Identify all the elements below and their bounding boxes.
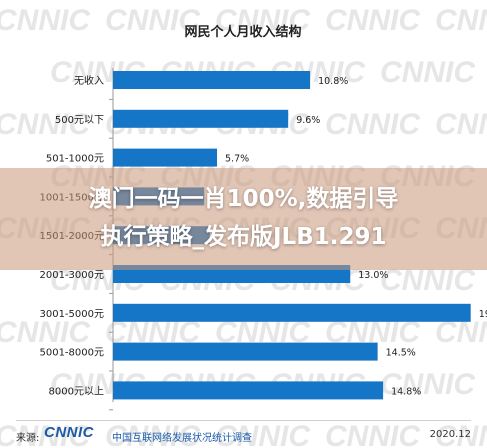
banner-text: 澳门一码一肖100%,数据引导 执行策略_发布版JLB1.291	[0, 180, 487, 256]
category-label: 无收入	[74, 74, 104, 87]
watermark-text: CNNIC	[435, 108, 487, 141]
value-label: 5.7%	[225, 154, 249, 165]
watermark-text: CNNIC	[0, 4, 91, 37]
watermark-text: CNNIC	[105, 4, 201, 37]
category-label: 500元以下	[55, 115, 104, 126]
watermark-text: CNNIC	[325, 4, 421, 37]
watermark-text: CNNIC	[435, 420, 487, 448]
category-label: 5001-8000元	[39, 348, 104, 359]
watermark-text: CNNIC	[435, 4, 487, 37]
watermark-text: CNNIC	[215, 420, 311, 448]
category-label: 8000元以上	[49, 385, 104, 397]
bar	[113, 148, 218, 167]
value-label: 13.0%	[358, 270, 388, 281]
overlay-banner	[0, 168, 487, 270]
watermark-text: CNNIC	[0, 420, 91, 448]
category-label: 501-1000元	[46, 154, 104, 165]
bar	[113, 303, 471, 322]
value-label: 14.8%	[391, 386, 421, 397]
value-label: 19.6%	[479, 309, 487, 320]
watermark-text: CNNIC	[215, 4, 311, 37]
bar	[113, 109, 289, 128]
watermark-text: CNNIC	[105, 420, 201, 448]
value-label: 10.8%	[318, 76, 348, 87]
watermark-text: CNNIC	[325, 420, 421, 448]
chart-title: 网民个人月收入结构	[184, 24, 301, 40]
source-label: 来源:	[16, 433, 40, 444]
report-date: 2020.12	[429, 429, 471, 440]
category-label: 3001-5000元	[39, 309, 104, 320]
watermark-text: CNNIC	[380, 56, 476, 89]
bar	[113, 71, 311, 89]
value-label: 9.6%	[296, 115, 320, 126]
value-label: 14.5%	[386, 348, 416, 359]
watermark-text: CNNIC	[0, 108, 91, 141]
footer-divider	[16, 420, 471, 421]
bar	[113, 381, 384, 400]
banner-line-2: 执行策略_发布版JLB1.291	[100, 224, 387, 250]
watermark-text: CNNIC	[380, 368, 476, 401]
category-label: 2001-3000元	[39, 270, 104, 281]
banner-line-1: 澳门一码一肖100%,数据引导	[88, 186, 399, 212]
bar	[113, 342, 378, 361]
watermark-text: CNNIC	[0, 316, 91, 349]
source-organization: 中国互联网络发展状况统计调查	[112, 433, 252, 444]
cnnic-logo: CNNIC	[44, 424, 94, 441]
watermark-text: CNNIC	[325, 108, 421, 141]
